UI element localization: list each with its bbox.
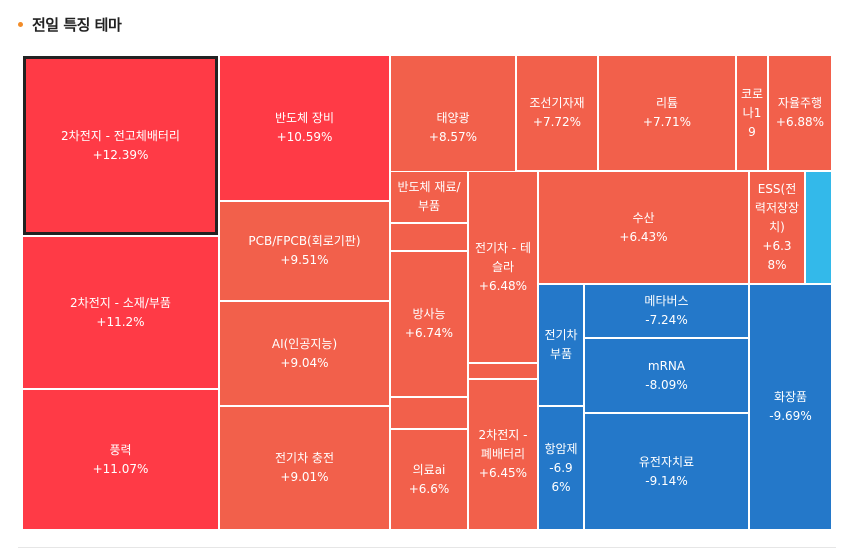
tile-name: 태양광	[436, 111, 470, 125]
treemap-tile[interactable]	[390, 397, 468, 429]
tile-name: 코로나19	[740, 86, 764, 139]
tile-change: +6.88%	[775, 115, 825, 129]
treemap-tile[interactable]: 수산 +6.43%	[538, 171, 749, 284]
treemap-tile[interactable]: AI(인공지능) +9.04%	[219, 301, 390, 406]
tile-name: 풍력	[109, 442, 132, 457]
tile-change: +9.51%	[280, 253, 329, 267]
treemap-tile[interactable]: 화장품 -9.69%	[749, 284, 832, 530]
tile-change: +6.45%	[478, 466, 528, 480]
tile-change: +11.2%	[96, 314, 145, 329]
treemap-tile[interactable]: 조선기자재 +7.72%	[516, 55, 598, 171]
tile-name: 항암제	[544, 441, 578, 456]
tile-name: 자율주행	[777, 96, 823, 110]
tile-name: AI(인공지능)	[271, 336, 338, 351]
treemap-tile[interactable]: 코로나19	[736, 55, 768, 171]
treemap-tile[interactable]	[468, 363, 538, 379]
section-header: 전일 특징 테마	[18, 12, 122, 36]
tile-name: 반도체 장비	[274, 111, 334, 125]
tile-name: 2차전지 - 소재/부품	[70, 295, 171, 310]
treemap-tile[interactable]: 반도체 재료/부품	[390, 171, 468, 223]
tile-name: 방사능	[412, 307, 446, 321]
tile-change: +7.72%	[532, 115, 582, 129]
bullet-dot-icon	[18, 21, 23, 27]
treemap-tile[interactable]: 전기차 - 테슬라 +6.48%	[468, 171, 538, 363]
tile-name: 의료ai	[412, 462, 446, 477]
tile-change: +6.6%	[408, 481, 450, 496]
tile-name: 전기차 충전	[274, 451, 334, 465]
treemap-tile[interactable]: 전기차 충전 +9.01%	[219, 406, 390, 530]
tile-name: mRNA	[647, 358, 686, 373]
tile-change: +10.59%	[276, 130, 333, 144]
tile-change: +9.04%	[280, 355, 329, 370]
tile-name: 수산	[632, 210, 655, 225]
treemap-tile[interactable]: 항암제 -6.96%	[538, 406, 584, 530]
tile-name: 전기차 부품	[544, 328, 578, 361]
theme-treemap: 2차전지 - 전고체배터리 +12.39% 반도체 장비 +10.59% 태양광 +8.5…	[22, 55, 832, 530]
tile-name: 전기차 - 테슬라	[474, 240, 532, 274]
tile-change: -9.14%	[645, 473, 688, 488]
tile-name: 2차전지 - 전고체배터리	[61, 128, 180, 143]
tile-change: +12.39%	[92, 147, 149, 162]
treemap-tile[interactable]: ESS(전력저장장치) +6.38%	[749, 171, 805, 284]
treemap-tile[interactable]: PCB/FPCB(회로기판) +9.51%	[219, 201, 390, 301]
treemap-tile[interactable]: 메타버스 -7.24%	[584, 284, 749, 338]
tile-change: -8.09%	[645, 377, 688, 392]
tile-name: 메타버스	[644, 294, 689, 308]
tile-change: -6.96%	[549, 460, 573, 494]
tile-change: -7.24%	[645, 313, 688, 327]
tile-name: 화장품	[773, 390, 808, 404]
treemap-tile[interactable]: 2차전지 - 폐배터리 +6.45%	[468, 379, 538, 530]
treemap-tile[interactable]: 의료ai +6.6%	[390, 429, 468, 530]
tile-change: +6.43%	[619, 229, 668, 244]
treemap-tile[interactable]: mRNA -8.09%	[584, 338, 749, 413]
treemap-tile[interactable]	[390, 223, 468, 251]
tile-name: 조선기자재	[529, 96, 585, 110]
treemap-tile[interactable]: 리튬 +7.71%	[598, 55, 736, 171]
treemap-tile[interactable]	[805, 171, 832, 284]
tile-name: 반도체 재료/부품	[397, 180, 461, 213]
treemap-tile[interactable]: 반도체 장비 +10.59%	[219, 55, 390, 201]
tile-name: 리튬	[655, 96, 679, 110]
treemap-tile[interactable]: 유전자치료 -9.14%	[584, 413, 749, 530]
tile-change: +11.07%	[92, 461, 149, 476]
tile-name: ESS(전력저장장치)	[754, 182, 800, 234]
tile-change: +6.74%	[404, 326, 454, 340]
treemap-tile[interactable]: 전기차 부품	[538, 284, 584, 406]
tile-change: -9.69%	[769, 409, 812, 423]
treemap-tile[interactable]: 2차전지 - 소재/부품 +11.2%	[22, 236, 219, 389]
treemap-tile[interactable]: 2차전지 - 전고체배터리 +12.39%	[22, 55, 219, 236]
treemap-tile[interactable]: 방사능 +6.74%	[390, 251, 468, 397]
tile-change: +7.71%	[642, 115, 692, 129]
tile-name: 유전자치료	[638, 454, 695, 469]
tile-name: PCB/FPCB(회로기판)	[248, 234, 361, 248]
tile-change: +6.48%	[478, 278, 528, 293]
divider	[18, 547, 836, 548]
treemap-tile[interactable]: 풍력 +11.07%	[22, 389, 219, 530]
tile-name: 2차전지 - 폐배터리	[478, 428, 528, 461]
section-title: 전일 특징 테마	[32, 15, 122, 34]
tile-change: +8.57%	[428, 130, 478, 144]
tile-change: +9.01%	[280, 470, 329, 484]
tile-change: +6.38%	[762, 239, 792, 272]
treemap-tile[interactable]: 자율주행 +6.88%	[768, 55, 832, 171]
